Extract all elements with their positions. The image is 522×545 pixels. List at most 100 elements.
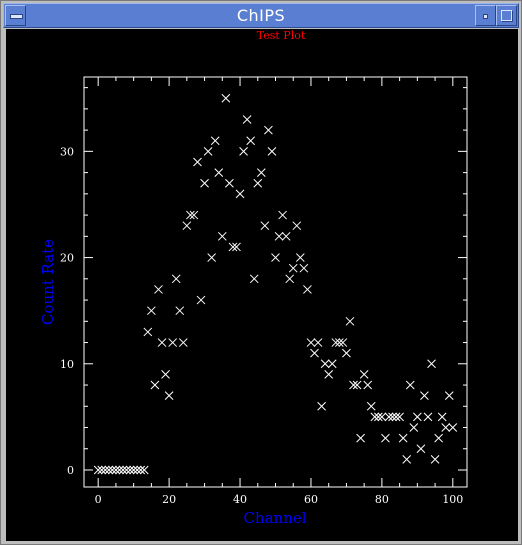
data-point-marker: [285, 274, 295, 284]
data-point-marker: [395, 412, 404, 422]
data-point-marker: [150, 380, 160, 390]
data-point-marker: [171, 274, 181, 284]
data-point-marker: [147, 306, 156, 316]
data-point-marker: [97, 465, 107, 475]
x-tick-label: 80: [375, 493, 389, 506]
data-point-marker: [381, 433, 390, 443]
data-point-marker: [186, 210, 195, 220]
data-point-marker: [132, 465, 142, 475]
x-tick-label: 0: [95, 493, 102, 506]
data-point-marker: [327, 359, 337, 369]
data-point-marker: [225, 178, 234, 188]
data-point-marker: [299, 263, 309, 273]
window-menu-icon[interactable]: [5, 5, 26, 26]
data-point-marker: [122, 465, 131, 475]
data-point-marker: [164, 391, 174, 401]
title-bar[interactable]: ChIPS: [3, 3, 519, 28]
data-point-marker: [246, 136, 256, 146]
data-point-marker: [317, 401, 326, 411]
data-point-marker: [256, 168, 266, 177]
data-point-marker: [356, 433, 365, 443]
data-point-marker: [143, 327, 153, 337]
x-tick-label: 20: [162, 493, 176, 506]
data-point-marker: [306, 338, 316, 347]
data-point-marker: [221, 93, 231, 103]
data-point-marker: [423, 412, 433, 422]
data-point-marker: [342, 348, 351, 358]
data-point-marker: [235, 189, 245, 199]
data-point-marker: [288, 263, 298, 273]
data-point-marker: [239, 146, 248, 156]
data-point-marker: [242, 115, 252, 124]
data-point-marker: [217, 231, 227, 241]
data-point-marker: [331, 338, 341, 347]
data-point-marker: [189, 210, 199, 220]
minimize-icon[interactable]: [475, 5, 496, 26]
data-point-marker: [448, 423, 458, 432]
data-point-marker: [203, 146, 213, 156]
data-point-marker: [409, 423, 419, 432]
window-title: ChIPS: [236, 6, 286, 25]
data-markers: [93, 93, 458, 475]
data-point-marker: [402, 455, 412, 464]
data-point-marker: [359, 370, 369, 379]
data-point-marker: [125, 465, 135, 475]
data-point-marker: [278, 210, 287, 220]
data-point-marker: [129, 465, 139, 475]
data-point-marker: [267, 146, 277, 156]
x-tick-label: 100: [442, 493, 463, 506]
data-point-marker: [373, 412, 383, 422]
data-point-marker: [193, 157, 202, 167]
data-point-marker: [115, 465, 124, 475]
data-point-marker: [391, 412, 401, 422]
data-point-marker: [313, 338, 323, 347]
data-point-marker: [292, 221, 302, 231]
data-point-marker: [345, 316, 355, 326]
data-point-marker: [295, 253, 305, 262]
data-point-marker: [338, 338, 348, 347]
data-point-marker: [100, 465, 110, 475]
x-tick-label: 60: [304, 493, 318, 506]
data-point-marker: [281, 231, 291, 241]
data-point-marker: [388, 412, 397, 422]
data-point-marker: [420, 391, 429, 401]
data-point-marker: [405, 380, 415, 390]
data-point-marker: [207, 253, 217, 262]
data-point-marker: [412, 412, 422, 422]
data-point-marker: [111, 465, 121, 475]
y-tick-label: 0: [67, 464, 74, 477]
scatter-plot: Test Plot 0 20 40 60 80 100 0 10 20 30 Channel Co…: [39, 29, 468, 527]
data-point-marker: [210, 136, 220, 146]
data-point-marker: [363, 380, 373, 390]
data-point-marker: [352, 380, 362, 390]
x-axis-label: Channel: [243, 509, 306, 527]
data-point-marker: [249, 274, 259, 284]
data-point-marker: [108, 465, 117, 475]
data-point-marker: [214, 168, 224, 177]
data-point-marker: [139, 465, 149, 475]
data-point-marker: [182, 221, 192, 231]
data-point-marker: [274, 231, 284, 241]
data-point-marker: [157, 338, 167, 347]
data-point-marker: [178, 338, 188, 347]
maximize-icon[interactable]: [496, 5, 517, 26]
data-point-marker: [104, 465, 114, 475]
data-point-marker: [196, 295, 206, 305]
data-point-marker: [377, 412, 387, 422]
data-point-marker: [310, 348, 319, 358]
data-point-marker: [232, 242, 241, 252]
data-point-marker: [334, 338, 344, 347]
data-point-marker: [154, 285, 163, 294]
data-point-marker: [366, 401, 376, 411]
data-point-marker: [320, 359, 330, 369]
tick-labels: 0 20 40 60 80 100 0 10 20 30: [60, 145, 463, 506]
data-point-marker: [253, 178, 263, 188]
data-point-marker: [260, 221, 270, 231]
data-point-marker: [370, 412, 380, 422]
data-point-marker: [427, 359, 436, 369]
data-point-marker: [161, 370, 170, 379]
data-point-marker: [349, 380, 358, 390]
y-tick-label: 20: [60, 252, 74, 265]
data-point-marker: [175, 306, 185, 316]
